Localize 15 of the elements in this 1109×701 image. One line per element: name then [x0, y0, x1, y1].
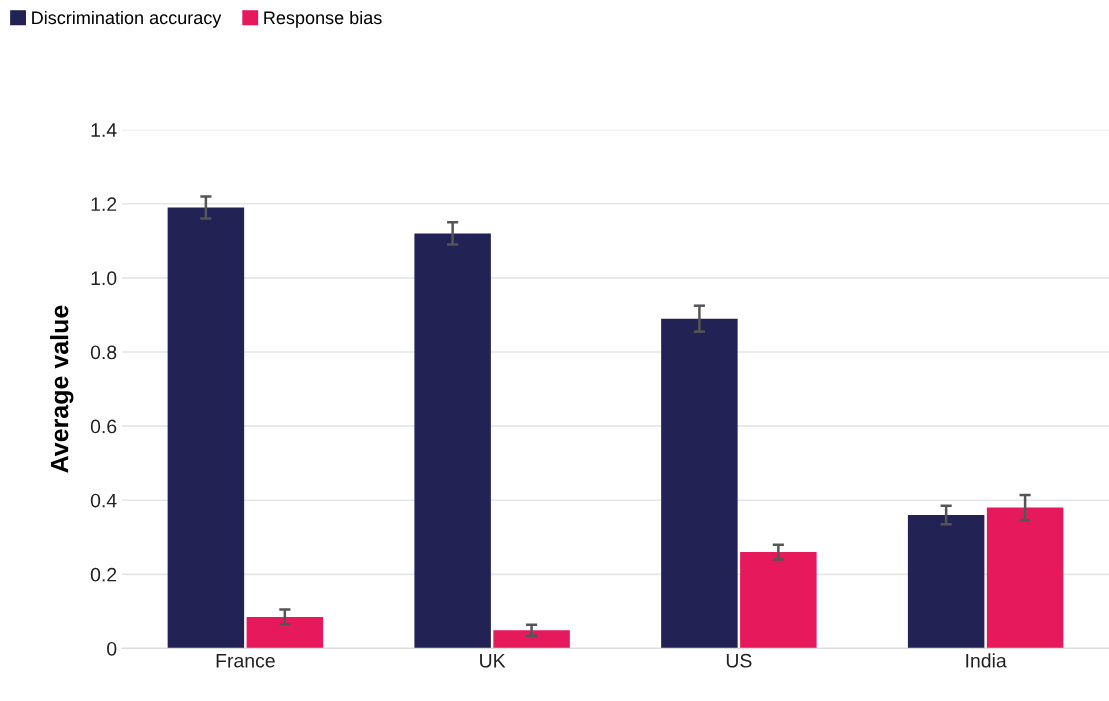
- legend-label: Discrimination accuracy: [32, 10, 222, 28]
- y-tick-label: 0.6: [90, 419, 117, 434]
- x-tick-label: US: [726, 653, 752, 668]
- y-tick-label: 0.8: [90, 345, 117, 360]
- y-tick-label: 1.0: [91, 271, 117, 286]
- y-tick-label: 1.4: [91, 123, 117, 137]
- x-tick-label: France: [216, 654, 275, 668]
- y-tick-label: 0.4: [90, 493, 117, 508]
- x-tick-label: India: [966, 653, 1007, 668]
- legend-label: Response bias: [264, 10, 382, 28]
- x-tick-label: UK: [480, 654, 506, 668]
- y-tick-label: 0.2: [90, 567, 117, 582]
- y-axis-title: Average value: [50, 305, 74, 473]
- y-tick-label: 0: [107, 641, 117, 656]
- y-tick-label: 1.2: [91, 197, 117, 211]
